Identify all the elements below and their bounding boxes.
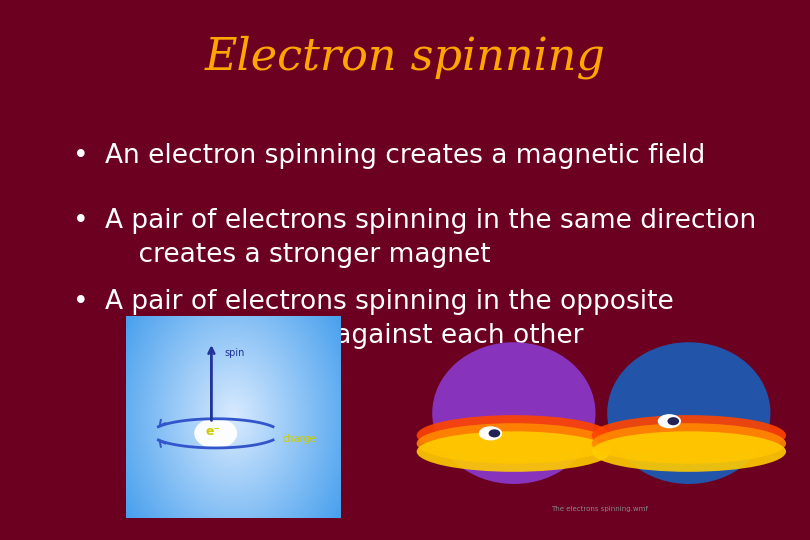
- Text: •: •: [73, 208, 88, 234]
- Text: A pair of electrons spinning in the opposite
    direction work against each oth: A pair of electrons spinning in the oppo…: [105, 289, 674, 349]
- Text: A pair of electrons spinning in the same direction
    creates a stronger magnet: A pair of electrons spinning in the same…: [105, 208, 757, 268]
- Text: Electron spinning: Electron spinning: [205, 35, 605, 79]
- Text: •: •: [73, 143, 88, 169]
- Text: An electron spinning creates a magnetic field: An electron spinning creates a magnetic …: [105, 143, 706, 169]
- Text: •: •: [73, 289, 88, 315]
